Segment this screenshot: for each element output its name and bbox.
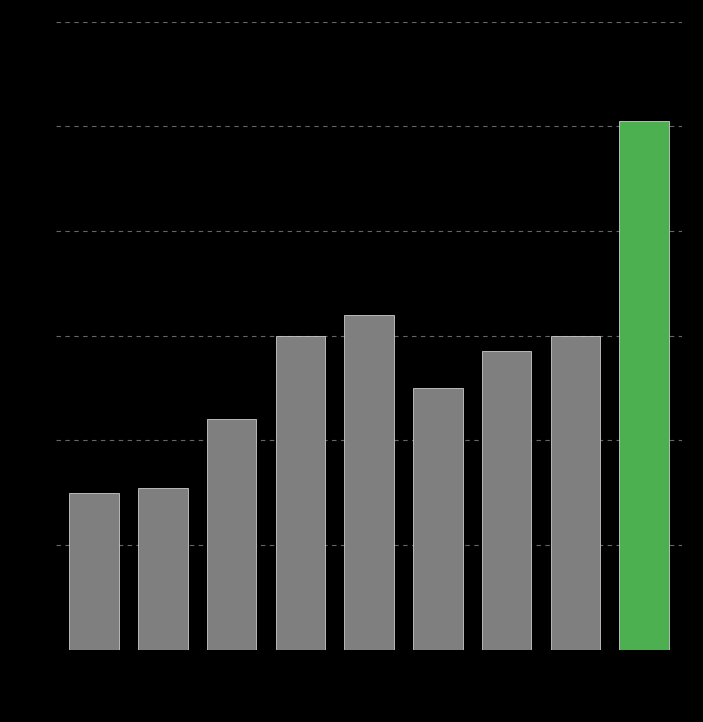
Bar bbox=[550, 336, 600, 650]
Bar bbox=[70, 492, 119, 650]
Bar bbox=[207, 419, 257, 650]
Bar bbox=[276, 336, 325, 650]
Bar bbox=[482, 352, 531, 650]
Bar bbox=[344, 315, 394, 650]
Bar bbox=[619, 121, 669, 650]
Bar bbox=[138, 487, 188, 650]
Bar bbox=[413, 388, 463, 650]
